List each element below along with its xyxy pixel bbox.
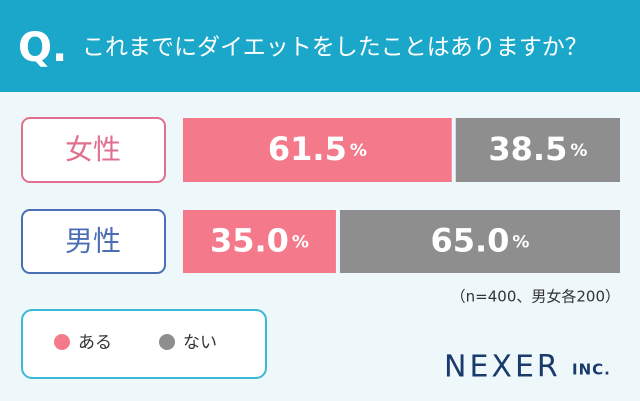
bar-segment xyxy=(455,118,620,182)
bar-segment xyxy=(339,210,620,273)
brand-suffix: INC. xyxy=(572,361,611,379)
value-number: 38.5 xyxy=(488,130,567,168)
value-unit: % xyxy=(570,141,587,161)
chart-title: これまでにダイエットをしたことはありますか？ xyxy=(82,35,588,61)
value-unit: % xyxy=(350,141,367,161)
value-label: 38.5% xyxy=(488,130,587,168)
value-label: 61.5% xyxy=(268,130,367,168)
sample-note: （n=400、男女各200） xyxy=(451,288,620,306)
legend xyxy=(21,309,267,379)
category-label: 男性 xyxy=(65,225,121,258)
bar-segment xyxy=(183,210,336,273)
question-mark: Q. xyxy=(18,25,67,71)
category-box xyxy=(21,209,166,274)
category-label: 女性 xyxy=(65,133,121,166)
brand-name: NEXER xyxy=(444,350,561,385)
value-label: 65.0% xyxy=(430,222,529,260)
value-unit: % xyxy=(292,233,309,253)
category-box xyxy=(21,117,166,183)
legend-swatch xyxy=(54,334,70,350)
legend-swatch xyxy=(159,334,175,350)
legend-label: ない xyxy=(183,333,217,353)
value-number: 61.5 xyxy=(268,130,347,168)
bar-segment xyxy=(183,118,452,182)
value-number: 65.0 xyxy=(430,222,509,260)
legend-label: ある xyxy=(78,333,112,353)
value-unit: % xyxy=(512,233,529,253)
value-number: 35.0 xyxy=(210,222,289,260)
header xyxy=(0,0,640,92)
value-label: 35.0% xyxy=(210,222,309,260)
